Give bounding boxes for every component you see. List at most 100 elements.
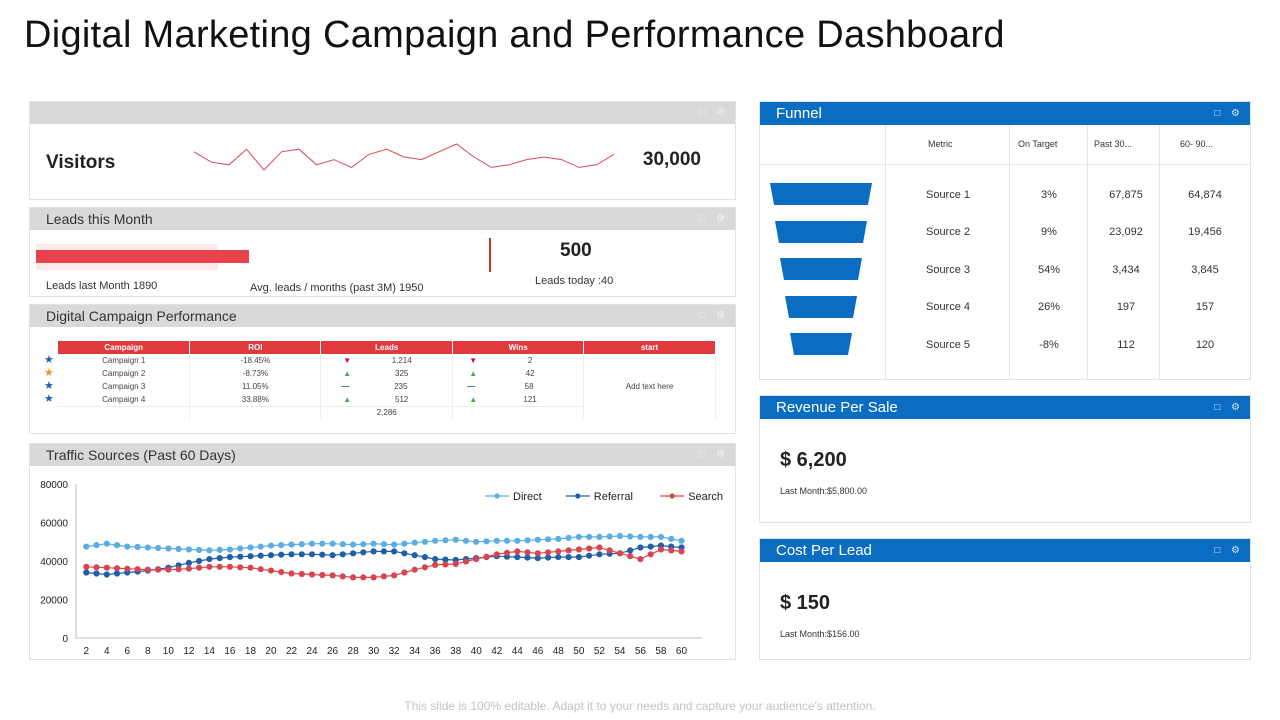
data-point xyxy=(196,557,203,565)
visitors-value: 30,000 xyxy=(642,149,701,170)
leads-panel-title: Leads this Month xyxy=(46,211,153,227)
y-tick-label: 0 xyxy=(62,634,68,645)
traffic-panel-header: Traffic Sources (Past 60 Days) □ ⚙ xyxy=(30,444,735,466)
x-tick-label: 2 xyxy=(83,646,89,657)
leads-today: Leads today :40 xyxy=(535,275,614,287)
campaign-panel: Digital Campaign Performance □ ⚙ Campaig… xyxy=(29,304,736,434)
x-tick-label: 26 xyxy=(327,646,339,657)
data-point xyxy=(134,543,141,551)
data-point xyxy=(391,541,398,548)
x-tick-label: 20 xyxy=(265,646,277,657)
data-point xyxy=(267,567,275,574)
data-point xyxy=(565,534,572,541)
data-point xyxy=(216,555,223,562)
revenue-panel-title: Revenue Per Sale xyxy=(776,399,898,416)
data-point xyxy=(113,542,121,549)
panel-settings-icon[interactable]: □ ⚙ xyxy=(699,107,729,118)
data-point xyxy=(319,571,326,579)
data-point xyxy=(175,545,182,553)
funnel-target: 54% xyxy=(1037,264,1061,276)
data-point xyxy=(442,556,449,563)
x-tick-label: 4 xyxy=(104,646,110,657)
campaign-wins-value: 42 xyxy=(525,369,535,378)
funnel-past60: 3,845 xyxy=(1191,264,1219,276)
funnel-target: 26% xyxy=(1037,301,1061,313)
data-point xyxy=(442,561,449,568)
x-tick-label: 58 xyxy=(655,646,667,657)
data-point xyxy=(257,543,264,550)
panel-settings-icon[interactable]: □ ⚙ xyxy=(1214,545,1244,556)
data-point xyxy=(421,538,428,545)
funnel-panel-title: Funnel xyxy=(776,105,822,122)
data-point xyxy=(534,555,541,562)
data-point xyxy=(627,553,634,560)
data-point xyxy=(575,533,583,540)
data-point xyxy=(575,546,583,553)
funnel-header-metric: Metric xyxy=(928,139,953,149)
panel-settings-icon[interactable]: □ ⚙ xyxy=(699,213,729,224)
data-point xyxy=(267,542,275,549)
data-point xyxy=(278,551,285,558)
data-point xyxy=(637,533,644,540)
data-point xyxy=(226,563,233,570)
data-point xyxy=(616,550,624,557)
campaign-name: Campaign 2 xyxy=(58,367,191,380)
legend-label: Referral xyxy=(594,491,633,503)
data-point xyxy=(103,540,110,547)
funnel-past30: 3,434 xyxy=(1112,264,1140,276)
leads-bar xyxy=(36,250,249,263)
data-point xyxy=(606,547,613,554)
x-tick-label: 22 xyxy=(286,646,298,657)
data-point xyxy=(329,552,336,559)
leads-average: Avg. leads / months (past 3M) 1950 xyxy=(250,282,424,294)
data-point xyxy=(432,537,439,544)
data-point xyxy=(555,554,562,561)
data-point xyxy=(319,540,326,547)
funnel-panel: Funnel □ ⚙ Metric On Target Past 30... 6… xyxy=(759,101,1251,380)
visitors-label: Visitors xyxy=(46,152,116,173)
data-point xyxy=(175,566,182,573)
campaign-panel-title: Digital Campaign Performance xyxy=(46,308,237,324)
data-point xyxy=(206,547,213,554)
data-point xyxy=(237,545,244,552)
panel-settings-icon[interactable]: □ ⚙ xyxy=(699,310,729,321)
data-point xyxy=(391,572,398,579)
star-icon: ★ xyxy=(44,380,54,392)
panel-settings-icon[interactable]: □ ⚙ xyxy=(1214,402,1244,413)
data-point xyxy=(247,564,254,571)
panel-settings-icon[interactable]: □ ⚙ xyxy=(699,449,729,460)
legend-swatch-dot xyxy=(494,493,500,499)
data-point xyxy=(278,569,285,576)
data-point xyxy=(257,552,264,559)
funnel-metric: Source 2 xyxy=(925,226,971,238)
data-point xyxy=(93,570,100,577)
data-point xyxy=(380,548,387,555)
leads-panel-header: Leads this Month □ ⚙ xyxy=(30,208,735,230)
data-point xyxy=(473,538,480,545)
page-footer: This slide is 100% editable. Adapt it to… xyxy=(404,699,876,713)
x-tick-label: 54 xyxy=(614,646,626,657)
data-point xyxy=(637,544,644,551)
campaign-total-empty xyxy=(189,405,322,419)
data-point xyxy=(185,565,192,572)
x-tick-label: 44 xyxy=(512,646,524,657)
campaign-leads: ▲ 325 xyxy=(320,367,454,380)
data-point xyxy=(668,547,675,554)
campaign-total-empty xyxy=(452,405,585,419)
funnel-stage xyxy=(770,183,872,205)
data-point xyxy=(360,574,367,581)
x-tick-label: 10 xyxy=(163,646,175,657)
panel-settings-icon[interactable]: □ ⚙ xyxy=(1214,108,1244,119)
data-point xyxy=(586,545,593,552)
data-point xyxy=(329,540,336,547)
data-point xyxy=(103,564,110,571)
campaign-leads-value: 235 xyxy=(394,382,408,391)
series-search xyxy=(83,544,685,581)
campaign-roi: 11.05% xyxy=(189,380,322,393)
funnel-past60: 120 xyxy=(1195,339,1215,351)
campaign-total-row: 2,286 xyxy=(58,405,716,419)
campaign-start-note[interactable]: Add text here xyxy=(583,354,716,419)
funnel-stage-shape xyxy=(785,295,857,318)
data-point xyxy=(350,574,357,581)
data-point xyxy=(534,536,541,543)
